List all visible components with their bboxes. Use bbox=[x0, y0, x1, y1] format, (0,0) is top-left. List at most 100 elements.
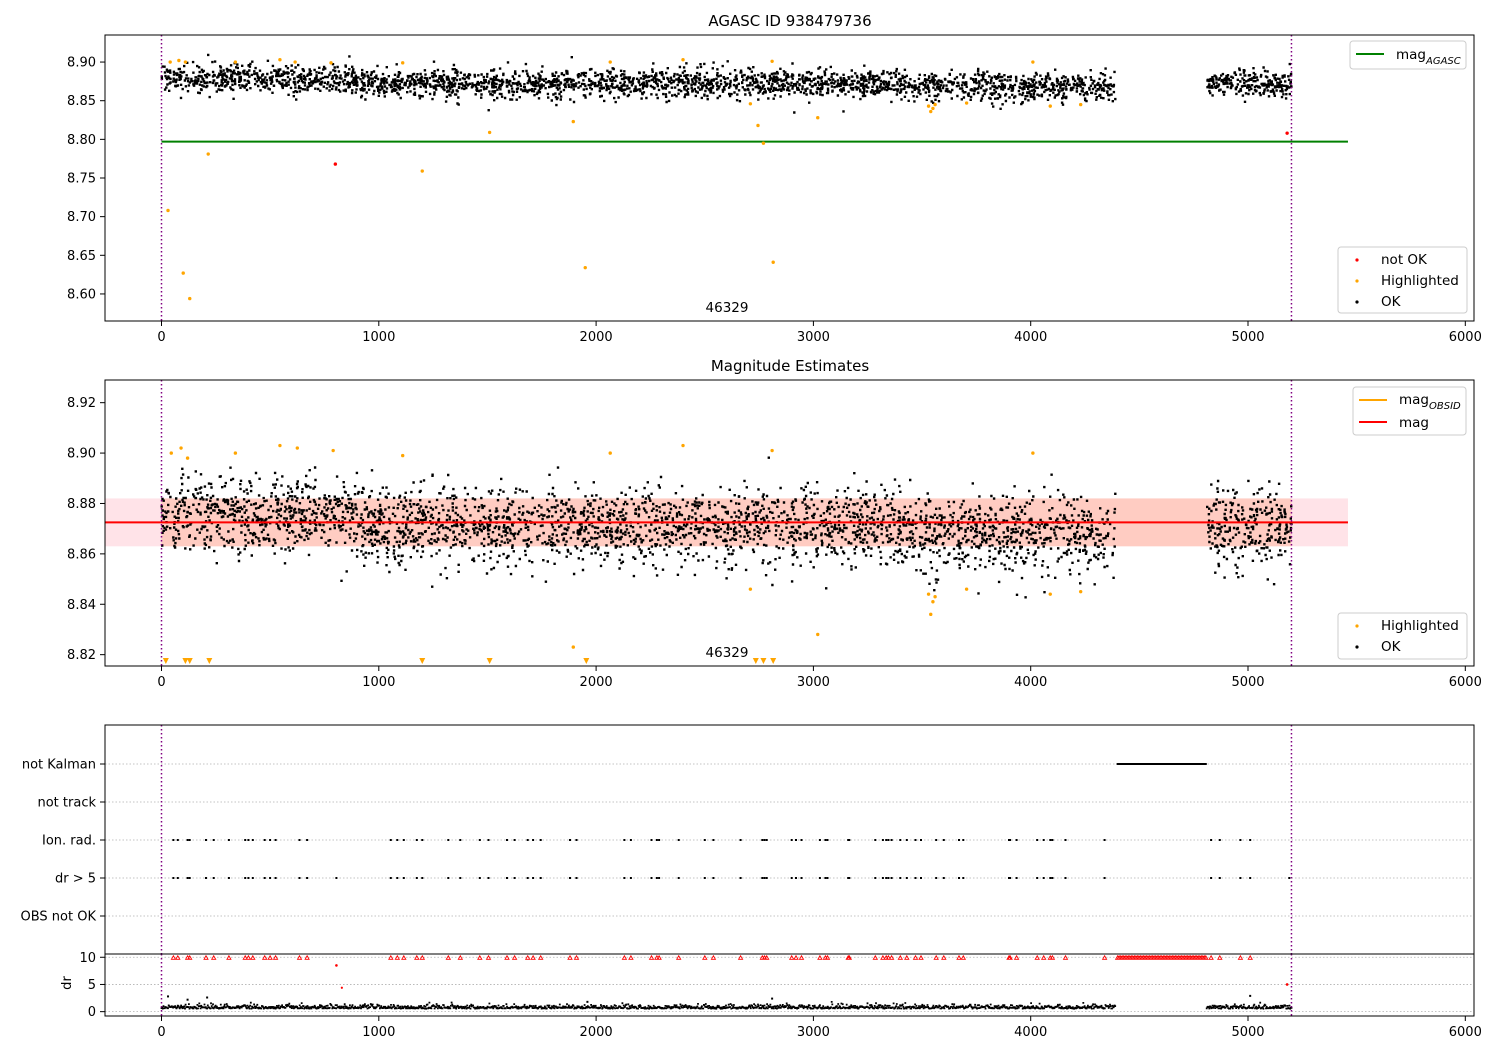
lower-limit-marker bbox=[486, 657, 493, 664]
highlighted-point bbox=[1048, 104, 1052, 108]
highlighted-point bbox=[487, 130, 492, 135]
highlighted-point bbox=[168, 60, 172, 64]
lower-limit-marker bbox=[770, 657, 777, 664]
legend2-marker-highlighted bbox=[1355, 624, 1359, 628]
highlighted-point bbox=[583, 265, 587, 270]
highlighted-point bbox=[931, 600, 935, 604]
ytick-label: 0 bbox=[88, 1005, 96, 1020]
xtick-label: 1000 bbox=[362, 1025, 395, 1040]
ytick-label: 10 bbox=[79, 951, 96, 966]
ytick-label: 8.70 bbox=[67, 210, 96, 225]
legend-label-highlighted: Highlighted bbox=[1381, 273, 1459, 289]
ytick-label: 5 bbox=[88, 978, 96, 993]
highlighted-point bbox=[1031, 60, 1035, 64]
xtick-label: 3000 bbox=[797, 1025, 830, 1040]
highlighted-point bbox=[964, 587, 969, 591]
ytick-label: 8.60 bbox=[67, 287, 96, 302]
xtick-label: 4000 bbox=[1014, 330, 1047, 345]
agasc-plot-area bbox=[160, 35, 1348, 321]
ytick-label: 8.88 bbox=[67, 497, 96, 512]
estimates-annotation: 46329 bbox=[706, 645, 749, 661]
lower-limit-marker bbox=[583, 657, 590, 664]
xtick-label: 6000 bbox=[1449, 330, 1482, 345]
xtick-label: 2000 bbox=[580, 675, 613, 690]
lower-limit-marker bbox=[186, 657, 193, 664]
dr-plot-frame bbox=[104, 953, 1475, 1017]
highlighted-point bbox=[816, 116, 820, 120]
highlighted-point bbox=[929, 109, 933, 114]
xtick-label: 5000 bbox=[1231, 330, 1264, 345]
agasc-panel: AGASC ID 938479736 0 1000 2000 3000 4000 5000… bbox=[67, 12, 1482, 345]
legend2-marker-ok bbox=[1355, 645, 1359, 649]
ytick-label: 8.86 bbox=[67, 547, 96, 562]
highlighted-point bbox=[278, 58, 282, 62]
xtick-label: 0 bbox=[157, 330, 165, 345]
dr-red-point bbox=[335, 964, 338, 967]
estimates-panel: Magnitude Estimates 0 1000 2000 3000 4000 500… bbox=[67, 357, 1482, 690]
highlighted-point bbox=[1078, 102, 1083, 107]
highlighted-point bbox=[571, 119, 575, 124]
not-kalman-points bbox=[1116, 763, 1207, 765]
ytick-label: 8.85 bbox=[67, 94, 96, 109]
flag-label: not track bbox=[37, 796, 96, 811]
highlighted-point bbox=[748, 102, 753, 106]
highlighted-point bbox=[926, 104, 931, 108]
legend-label-mag-obsid: magOBSID bbox=[1399, 392, 1461, 412]
flag-label: not Kalman bbox=[22, 758, 96, 773]
highlighted-point bbox=[181, 271, 185, 275]
legend-marker-ok bbox=[1355, 300, 1359, 304]
dr-red-point bbox=[340, 986, 343, 989]
agasc-legend-bottom-box bbox=[1337, 246, 1468, 314]
highlighted-point bbox=[931, 106, 935, 111]
highlighted-point bbox=[278, 443, 282, 448]
highlighted-point bbox=[770, 59, 774, 63]
highlighted-point bbox=[681, 443, 685, 448]
estimates-legend-bottom: Highlighted OK bbox=[1337, 612, 1468, 660]
dr-red-point bbox=[1285, 983, 1289, 986]
highlighted-point bbox=[188, 296, 192, 301]
highlighted-point bbox=[185, 456, 190, 460]
dr-axes: 0 1000 2000 3000 4000 5000 6000 0 5 10 bbox=[79, 951, 1481, 1040]
highlighted-point bbox=[571, 645, 575, 649]
xtick-label: 3000 bbox=[797, 675, 830, 690]
flags-panel: not Kalman not track Ion. rad. dr > 5 OBS no… bbox=[21, 724, 1475, 955]
highlighted-point bbox=[331, 448, 335, 453]
legend-marker-not-ok bbox=[1355, 258, 1359, 262]
xtick-label: 2000 bbox=[580, 1025, 613, 1040]
highlighted-point bbox=[420, 169, 424, 173]
highlighted-point bbox=[329, 61, 333, 65]
highlighted-point bbox=[770, 448, 774, 453]
lower-limit-marker bbox=[419, 657, 426, 664]
lower-limit-marker bbox=[182, 657, 189, 664]
highlighted-point bbox=[206, 152, 210, 156]
highlighted-point bbox=[401, 61, 405, 65]
highlighted-point bbox=[756, 123, 760, 128]
highlighted-point bbox=[816, 632, 820, 637]
estimates-legend-bottom-box bbox=[1337, 612, 1468, 660]
xtick-label: 5000 bbox=[1231, 675, 1264, 690]
xtick-label: 3000 bbox=[797, 330, 830, 345]
estimates-panel-title: Magnitude Estimates bbox=[711, 357, 869, 375]
xtick-label: 4000 bbox=[1014, 1025, 1047, 1040]
agasc-legend-bottom: not OK Highlighted OK bbox=[1337, 246, 1468, 314]
highlighted-point bbox=[681, 58, 685, 62]
legend2-label-ok: OK bbox=[1381, 639, 1402, 655]
xtick-label: 6000 bbox=[1449, 675, 1482, 690]
legend-label-not-ok: not OK bbox=[1381, 252, 1428, 268]
estimates-plot-area bbox=[105, 380, 1348, 666]
agasc-legend-top: magAGASC bbox=[1349, 40, 1467, 70]
highlighted-point bbox=[183, 60, 188, 64]
dr-red-markers bbox=[170, 954, 1253, 960]
legend-mag-obsid-main: mag bbox=[1399, 392, 1429, 408]
flags-axes: not Kalman not track Ion. rad. dr > 5 OBS no… bbox=[21, 758, 105, 925]
highlighted-point bbox=[926, 592, 931, 596]
ytick-label: 8.80 bbox=[67, 133, 96, 148]
highlighted-point bbox=[233, 60, 238, 64]
flags-plot-area bbox=[105, 725, 1474, 954]
highlighted-point bbox=[166, 208, 170, 213]
agasc-legend-sub: AGASC bbox=[1425, 56, 1461, 67]
lower-limit-marker bbox=[752, 657, 759, 664]
highlighted-point bbox=[929, 612, 933, 617]
highlighted-point bbox=[177, 58, 181, 63]
